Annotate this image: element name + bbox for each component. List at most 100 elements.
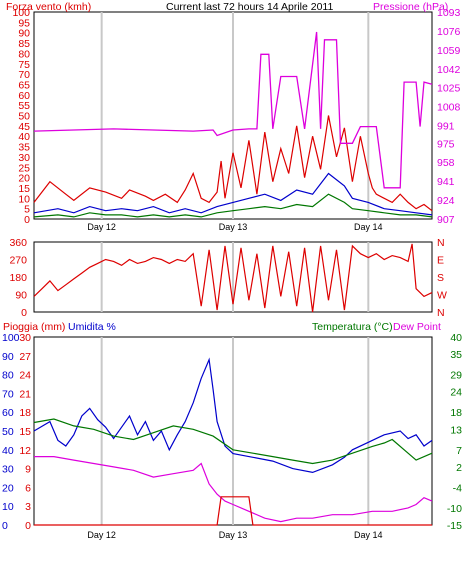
- humidity-y-tick: 80: [2, 370, 14, 382]
- wind-y-tick: 35: [18, 142, 30, 154]
- wind-y-tick: 65: [18, 79, 30, 91]
- temperature-y-tick: 24: [450, 387, 462, 399]
- temperature-y-axis: -15 -10 -4 2 7 13 18 24 29 35 40: [447, 332, 462, 532]
- rain-y-axis: 0 3 6 9 12 15 18 21 24 27 30: [19, 332, 31, 532]
- wind-y-tick: 15: [18, 183, 30, 195]
- wind-y-tick: 75: [18, 59, 30, 71]
- pressure-y-tick: 1025: [437, 83, 461, 95]
- bottom-x-tick: Day 13: [219, 530, 248, 540]
- temperature-y-tick: 29: [450, 370, 462, 382]
- temperature-y-tick: 13: [450, 424, 462, 436]
- humidity-y-tick: 90: [2, 351, 14, 363]
- bottom-x-tick: Day 14: [354, 530, 383, 540]
- pressure-y-tick: 1076: [437, 26, 461, 38]
- humidity-y-tick: 60: [2, 407, 14, 419]
- pressure-y-tick: 924: [437, 195, 455, 207]
- wind-grid: [100, 12, 370, 219]
- wind-y-tick: 0: [24, 214, 30, 226]
- dir-y-compass: N: [437, 237, 445, 249]
- wind-y-tick: 95: [18, 17, 30, 29]
- dir-series-direction: [33, 243, 433, 313]
- wind-y-tick: 90: [18, 28, 30, 40]
- rain-y-tick: 21: [19, 388, 31, 400]
- pressure-y-tick: 1059: [437, 45, 461, 57]
- pressure-y-tick: 991: [437, 121, 455, 133]
- humidity-y-tick: 20: [2, 482, 14, 494]
- temperature-y-tick: 2: [456, 462, 462, 474]
- wind-y-tick: 50: [18, 111, 30, 123]
- wind-left-label: Forza vento (kmh): [6, 1, 91, 13]
- dewpoint-label: Dew Point: [393, 321, 441, 333]
- bottom-series-dewpoint: [34, 456, 433, 523]
- rain-y-tick: 30: [19, 332, 31, 344]
- temperature-y-tick: -10: [447, 503, 462, 515]
- wind-x-tick: Day 12: [87, 222, 116, 232]
- humidity-y-tick: 0: [2, 520, 8, 532]
- dir-y-compass: E: [437, 255, 444, 267]
- dir-grid: [100, 242, 370, 312]
- pressure-y-tick: 975: [437, 138, 455, 150]
- rain-y-tick: 9: [25, 464, 31, 476]
- wind-y-tick: 25: [18, 162, 30, 174]
- pressure-y-tick: 1008: [437, 102, 461, 114]
- wind-y-tick: 40: [18, 131, 30, 143]
- humidity-y-tick: 100: [2, 332, 20, 344]
- chart-title: Current last 72 hours 14 Aprile 2011: [166, 1, 333, 13]
- rain-y-tick: 15: [19, 426, 31, 438]
- wind-y-axis-left: 0510152025303540455055606570758085909510…: [12, 7, 30, 226]
- wind-y-tick: 60: [18, 90, 30, 102]
- dir-y-axis-left: 0 90 180 270 360: [9, 237, 27, 319]
- temperature-y-tick: 40: [450, 332, 462, 344]
- wind-series: [33, 31, 433, 218]
- rain-y-tick: 0: [25, 520, 31, 532]
- dir-series: [33, 243, 433, 313]
- dir-y-compass: S: [437, 272, 444, 284]
- rain-y-tick: 24: [19, 370, 31, 382]
- bottom-series-rain: [34, 496, 432, 526]
- wind-y-tick: 20: [18, 173, 30, 185]
- wind-x-axis: Day 12 Day 13 Day 14: [87, 222, 382, 232]
- wind-series-avg: [33, 172, 433, 216]
- bottom-x-axis: Day 12 Day 13 Day 14: [87, 530, 382, 540]
- wind-series-pressure: [33, 31, 433, 189]
- temperature-y-tick: 35: [450, 349, 462, 361]
- humidity-y-tick: 50: [2, 426, 14, 438]
- rain-label: Pioggia (mm): [3, 321, 65, 333]
- pressure-y-tick: 907: [437, 214, 455, 226]
- rain-y-tick: 12: [19, 445, 31, 457]
- temperature-y-tick: 7: [456, 445, 462, 457]
- temperature-y-tick: 18: [450, 407, 462, 419]
- pressure-y-tick: 1042: [437, 64, 461, 76]
- pressure-right-label: Pressione (hPa): [373, 1, 448, 13]
- temperature-y-tick: -15: [447, 520, 462, 532]
- pressure-y-tick: 1093: [437, 7, 461, 19]
- wind-series-gust: [33, 115, 433, 212]
- dir-y-tick: 0: [21, 307, 27, 319]
- wind-y-tick: 5: [24, 204, 30, 216]
- pressure-y-axis-right: 907 924 941 958 975 991 1008 1025 1042 1059 1076 10…: [437, 7, 461, 226]
- humidity-y-axis: 0 10 20 30 40 50 60 70 80 90 100: [2, 332, 20, 532]
- dir-y-compass: W: [437, 290, 447, 302]
- humidity-y-tick: 30: [2, 464, 14, 476]
- wind-x-tick: Day 14: [354, 222, 383, 232]
- bottom-series: [33, 357, 433, 526]
- dir-y-tick: 90: [15, 290, 27, 302]
- wind-series-min: [33, 193, 433, 218]
- wind-y-tick: 80: [18, 48, 30, 60]
- wind-y-tick: 55: [18, 100, 30, 112]
- temperature-label: Temperatura (°C): [312, 321, 393, 333]
- rain-y-tick: 3: [25, 501, 31, 513]
- humidity-y-tick: 70: [2, 388, 14, 400]
- wind-y-tick: 30: [18, 152, 30, 164]
- bottom-x-tick: Day 12: [87, 530, 116, 540]
- wind-y-tick: 85: [18, 38, 30, 50]
- humidity-y-tick: 40: [2, 445, 14, 457]
- dir-y-tick: 360: [9, 237, 27, 249]
- dir-y-tick: 180: [9, 272, 27, 284]
- temperature-y-tick: -4: [453, 482, 462, 494]
- bottom-grid: [100, 337, 370, 525]
- wind-y-tick: 70: [18, 69, 30, 81]
